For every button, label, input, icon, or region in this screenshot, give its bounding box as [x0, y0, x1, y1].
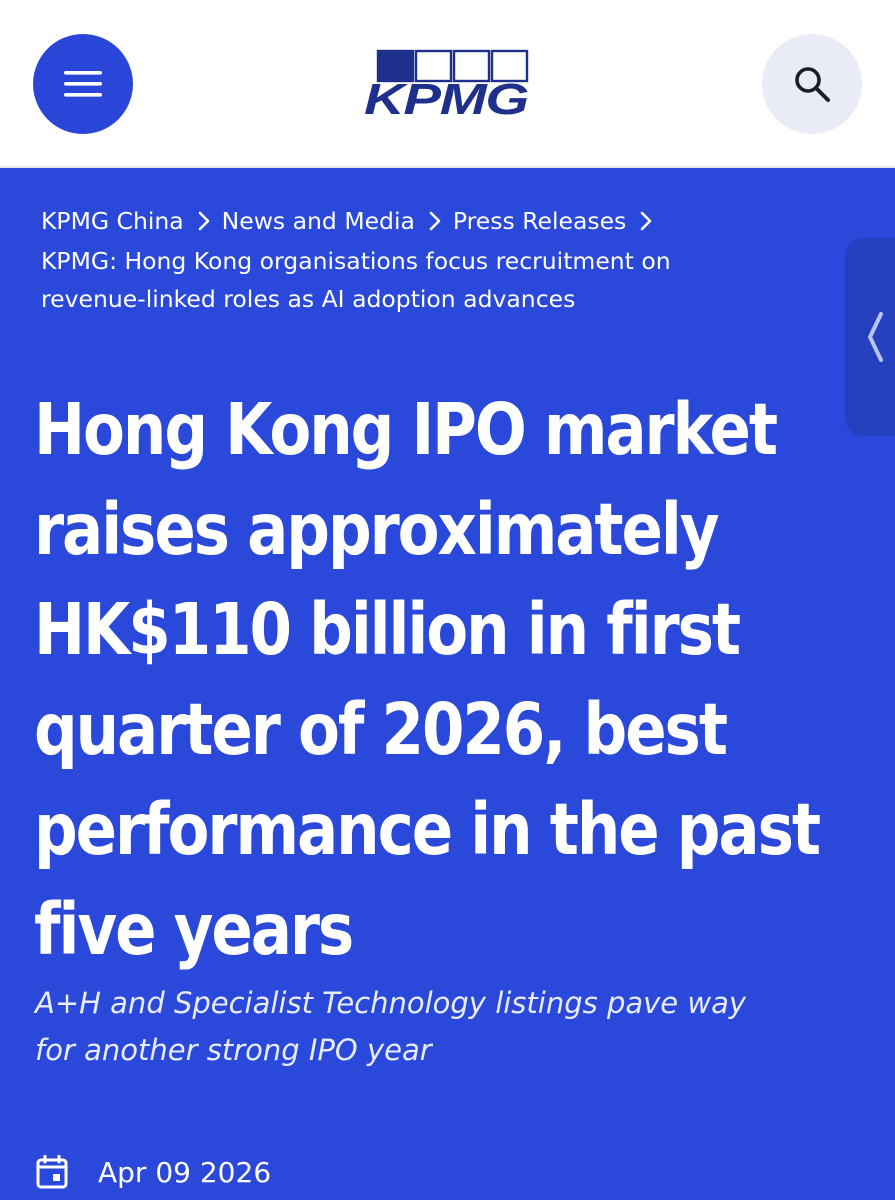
hamburger-menu-icon: [64, 71, 102, 97]
publish-date: Apr 09 2026: [36, 1152, 271, 1192]
chevron-right-icon: [640, 204, 652, 242]
side-panel-toggle[interactable]: [845, 238, 895, 436]
chevron-left-icon: [868, 312, 883, 362]
kpmg-logo[interactable]: KPMG: [362, 48, 534, 124]
title-line: five years: [34, 888, 354, 971]
search-button[interactable]: [762, 34, 862, 134]
breadcrumb-item-kpmg-china[interactable]: KPMG China: [41, 207, 184, 235]
article-hero: KPMG China News and Media Press Releases K…: [0, 168, 895, 1200]
title-line: raises approximately: [34, 488, 720, 571]
breadcrumb-item-press-releases[interactable]: Press Releases: [452, 207, 627, 235]
chevron-right-icon: [429, 204, 441, 242]
breadcrumb-item-news-and-media[interactable]: News and Media: [221, 207, 415, 235]
subtitle-line-2: for another strong IPO year: [35, 1033, 432, 1067]
breadcrumb-current-line-2: revenue-linked roles as AI adoption adva…: [41, 284, 576, 313]
logo-text: KPMG: [364, 75, 528, 120]
chevron-right-icon: [198, 204, 210, 242]
title-line: quarter of 2026, best: [34, 688, 728, 771]
calendar-icon: [36, 1155, 68, 1189]
subtitle-line-1: A+H and Specialist Technology listings p…: [35, 986, 747, 1020]
article-subtitle: A+H and Specialist Technology listings p…: [35, 980, 855, 1074]
title-line: performance in the past: [34, 788, 821, 871]
breadcrumb-current-line-1: KPMG: Hong Kong organisations focus recr…: [41, 246, 671, 275]
site-header: KPMG: [0, 0, 895, 168]
search-icon: [795, 67, 830, 102]
breadcrumb: KPMG China News and Media Press Releases K…: [41, 202, 821, 318]
article-title: Hong Kong IPO market raises approximatel…: [34, 380, 821, 980]
publish-date-text: Apr 09 2026: [98, 1155, 272, 1189]
title-line: HK$110 billion in first: [34, 588, 741, 671]
title-line: Hong Kong IPO market: [34, 388, 778, 471]
menu-button[interactable]: [33, 34, 133, 134]
